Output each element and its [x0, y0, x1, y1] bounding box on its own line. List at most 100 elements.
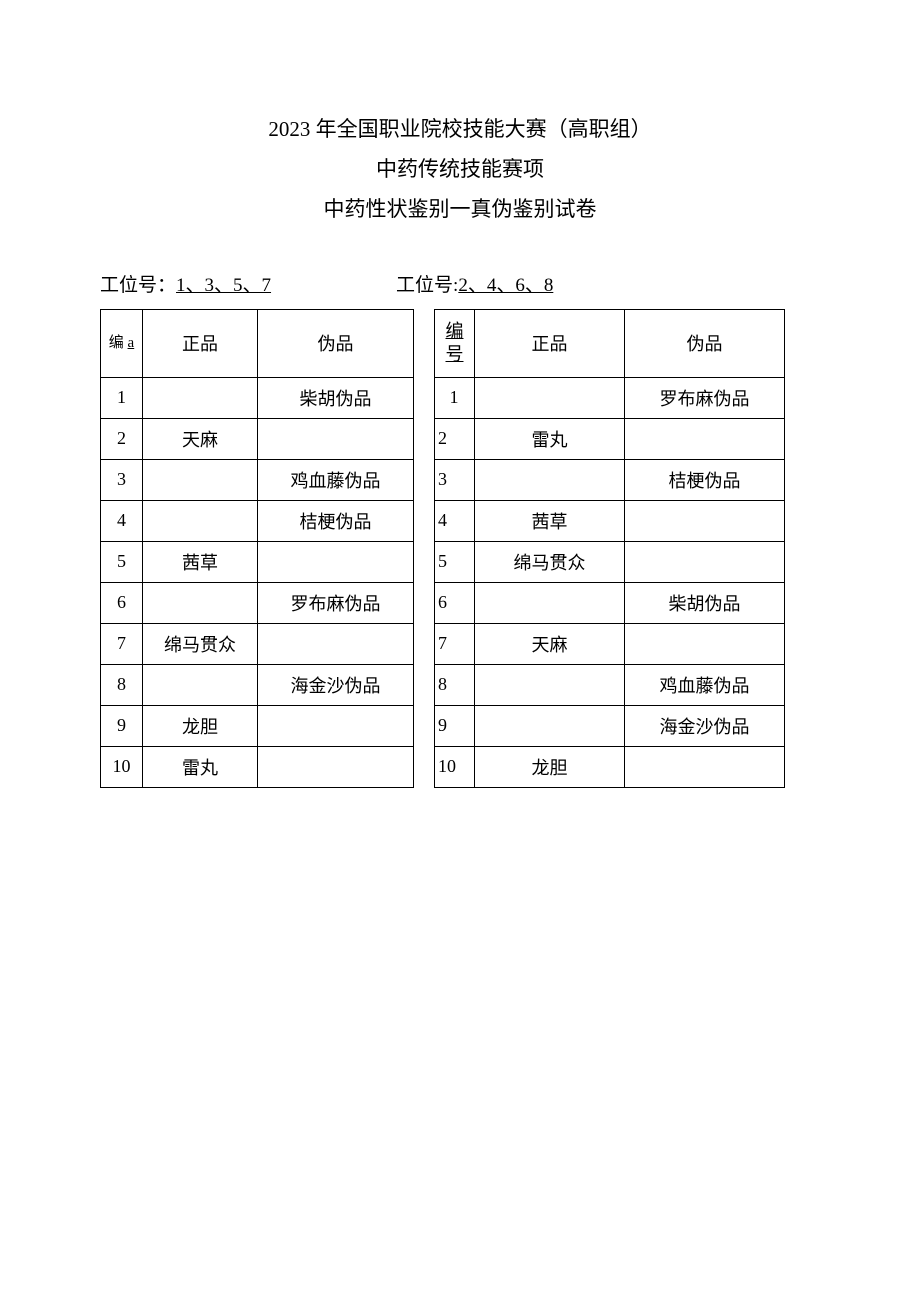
header-idx-char2: 号: [446, 344, 464, 364]
table-row: 8 海金沙伪品: [101, 664, 414, 705]
cell-genuine: 雷丸: [475, 418, 625, 459]
table-row: 5茜草: [101, 541, 414, 582]
cell-idx: 3: [435, 459, 475, 500]
cell-fake: [625, 746, 785, 787]
title-block: 2023 年全国职业院校技能大赛（高职组） 中药传统技能赛项 中药性状鉴别一真伪…: [100, 110, 820, 230]
cell-genuine: 绵马贯众: [143, 623, 258, 664]
header-idx-char1: 编: [446, 321, 464, 341]
cell-genuine: [475, 664, 625, 705]
table-left: 编 a 正品 伪品 1 柴胡伪品 2天麻 3 鸡血藤伪品 4 桔梗伪品 5茜草 6 罗布…: [100, 309, 414, 788]
cell-fake: [258, 746, 414, 787]
cell-genuine: 天麻: [143, 418, 258, 459]
cell-genuine: [143, 500, 258, 541]
cell-idx: 6: [101, 582, 143, 623]
station-left-numbers: 1、3、5、7: [176, 275, 271, 296]
cell-fake: 鸡血藤伪品: [258, 459, 414, 500]
title-line-3: 中药性状鉴别一真伪鉴别试卷: [100, 190, 820, 230]
table-row: 2雷丸: [435, 418, 785, 459]
header-idx-char1: 编: [109, 335, 124, 351]
header-fake: 伪品: [258, 309, 414, 377]
cell-genuine: 龙胆: [475, 746, 625, 787]
table-header-row: 编 号 正品 伪品: [435, 309, 785, 377]
table-row: 3 桔梗伪品: [435, 459, 785, 500]
cell-genuine: 雷丸: [143, 746, 258, 787]
station-right-numbers: 2、4、6、8: [458, 275, 553, 296]
table-row: 9龙胆: [101, 705, 414, 746]
station-left: 工位号：1、3、5、7: [100, 270, 271, 297]
cell-fake: 罗布麻伪品: [258, 582, 414, 623]
cell-idx: 9: [101, 705, 143, 746]
cell-genuine: 绵马贯众: [475, 541, 625, 582]
cell-genuine: [475, 459, 625, 500]
header-idx-char2: a: [128, 335, 135, 351]
table-row: 2天麻: [101, 418, 414, 459]
table-row: 3 鸡血藤伪品: [101, 459, 414, 500]
table-row: 1 柴胡伪品: [101, 377, 414, 418]
header-idx: 编 号: [435, 309, 475, 377]
cell-genuine: [143, 582, 258, 623]
cell-idx: 5: [435, 541, 475, 582]
cell-genuine: 茜草: [475, 500, 625, 541]
cell-idx: 1: [435, 377, 475, 418]
cell-idx: 1: [101, 377, 143, 418]
table-row: 9海金沙伪品: [435, 705, 785, 746]
table-row: 6柴胡伪品: [435, 582, 785, 623]
station-right: 工位号:2、4、6、8: [396, 270, 553, 297]
cell-fake: [625, 541, 785, 582]
cell-genuine: [143, 664, 258, 705]
table-row: 1 罗布麻伪品: [435, 377, 785, 418]
cell-idx: 2: [101, 418, 143, 459]
cell-genuine: [143, 459, 258, 500]
table-row: 4 桔梗伪品: [101, 500, 414, 541]
table-row: 6 罗布麻伪品: [101, 582, 414, 623]
cell-idx: 10: [101, 746, 143, 787]
cell-fake: 柴胡伪品: [258, 377, 414, 418]
cell-fake: [258, 541, 414, 582]
cell-genuine: 茜草: [143, 541, 258, 582]
cell-fake: 鸡血藤伪品: [625, 664, 785, 705]
cell-idx: 8: [435, 664, 475, 705]
cell-genuine: 龙胆: [143, 705, 258, 746]
cell-idx: 3: [101, 459, 143, 500]
station-right-label: 工位号:: [396, 275, 458, 296]
title-line-2: 中药传统技能赛项: [100, 150, 820, 190]
header-fake: 伪品: [625, 309, 785, 377]
table-header-row: 编 a 正品 伪品: [101, 309, 414, 377]
cell-idx: 4: [435, 500, 475, 541]
table-right: 编 号 正品 伪品 1 罗布麻伪品 2雷丸 3 桔梗伪品 4茜草 5绵马贯众 6柴胡…: [434, 309, 785, 788]
title-line-1: 2023 年全国职业院校技能大赛（高职组）: [100, 110, 820, 150]
cell-genuine: [143, 377, 258, 418]
cell-genuine: [475, 582, 625, 623]
table-row: 10雷丸: [101, 746, 414, 787]
table-row: 7天麻: [435, 623, 785, 664]
cell-fake: 桔梗伪品: [625, 459, 785, 500]
cell-idx: 7: [435, 623, 475, 664]
table-right-body: 1 罗布麻伪品 2雷丸 3 桔梗伪品 4茜草 5绵马贯众 6柴胡伪品 7天麻 8 鸡血…: [435, 377, 785, 787]
cell-fake: 桔梗伪品: [258, 500, 414, 541]
cell-fake: [258, 623, 414, 664]
cell-idx: 7: [101, 623, 143, 664]
table-row: 4茜草: [435, 500, 785, 541]
cell-fake: 海金沙伪品: [625, 705, 785, 746]
station-row: 工位号：1、3、5、7 工位号:2、4、6、8: [100, 270, 820, 297]
cell-fake: [258, 705, 414, 746]
cell-idx: 2: [435, 418, 475, 459]
cell-fake: 罗布麻伪品: [625, 377, 785, 418]
cell-genuine: 天麻: [475, 623, 625, 664]
cell-idx: 5: [101, 541, 143, 582]
cell-idx: 8: [101, 664, 143, 705]
cell-fake: [258, 418, 414, 459]
cell-fake: [625, 500, 785, 541]
cell-fake: 海金沙伪品: [258, 664, 414, 705]
header-idx: 编 a: [101, 309, 143, 377]
cell-fake: 柴胡伪品: [625, 582, 785, 623]
cell-fake: [625, 418, 785, 459]
station-left-label: 工位号：: [100, 275, 176, 296]
cell-genuine: [475, 705, 625, 746]
table-row: 10龙胆: [435, 746, 785, 787]
header-genuine: 正品: [475, 309, 625, 377]
cell-idx: 4: [101, 500, 143, 541]
table-row: 5绵马贯众: [435, 541, 785, 582]
cell-idx: 10: [435, 746, 475, 787]
header-genuine: 正品: [143, 309, 258, 377]
